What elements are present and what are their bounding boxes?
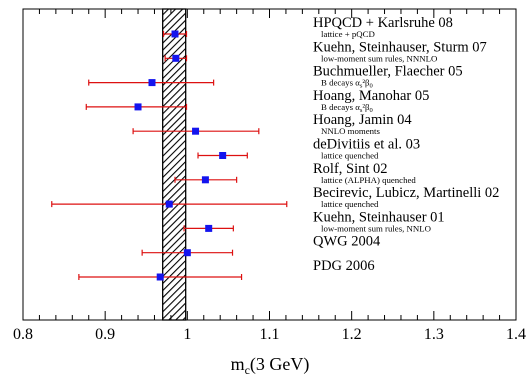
measurement-7: [51, 200, 288, 208]
measurement-1: [164, 54, 188, 62]
measurement-label: Rolf, Sint 02: [313, 161, 388, 177]
data-point-marker: [192, 127, 200, 135]
measurement-label: Kuehn, Steinhauser, Sturm 07: [313, 39, 487, 55]
data-point-marker: [183, 249, 191, 257]
measurement-10: [78, 273, 243, 281]
measurement-note: NNLO moments: [321, 126, 380, 136]
x-axis-label-main: m: [231, 354, 245, 374]
data-point-marker: [148, 79, 156, 87]
measurement-note: lattice (ALPHA) quenched: [321, 175, 416, 185]
x-tick-label: 1: [183, 326, 191, 343]
measurement-6: [174, 176, 238, 184]
measurement-note: low-moment sum rules, NNLO: [321, 223, 431, 233]
measurement-label: Buchmueller, Flaecher 05: [313, 64, 463, 80]
average-band: [162, 8, 187, 321]
x-tick-label: 1.4: [506, 326, 526, 343]
x-axis-label-rest: (3 GeV): [250, 354, 309, 375]
x-axis-label: mc(3 GeV): [231, 354, 310, 377]
measurement-label: Hoang, Jamin 04: [313, 112, 412, 128]
measurement-label: HPQCD + Karlsruhe 08: [313, 15, 453, 31]
data-point-marker: [171, 30, 179, 38]
measurement-8: [183, 224, 234, 232]
measurement-5: [197, 152, 248, 159]
measurement-4: [132, 127, 260, 135]
measurement-label: deDivitiis et al. 03: [313, 137, 420, 153]
measurement-0: [162, 30, 188, 38]
data-point-marker: [172, 54, 180, 62]
x-tick-label: 1.3: [424, 326, 444, 343]
measurement-label: QWG 2004: [313, 234, 381, 250]
data-point-marker: [201, 176, 209, 184]
measurement-note: low-moment sum rules, NNNLO: [321, 53, 437, 63]
x-tick-label: 1.2: [342, 326, 362, 343]
measurement-note: B decays αs²β0: [321, 102, 373, 114]
plot-frame: [22, 8, 517, 321]
measurement-label: Kuehn, Steinhauser 01: [313, 209, 445, 225]
x-tick-label: 1.1: [260, 326, 280, 343]
x-tick-label: 0.8: [13, 326, 33, 343]
measurement-2: [88, 79, 215, 87]
data-point-marker: [156, 273, 164, 281]
measurement-9: [141, 249, 234, 257]
measurement-note: lattice quenched: [321, 151, 379, 161]
measurement-label: Becirevic, Lubicz, Martinelli 02: [313, 185, 499, 201]
measurement-3: [85, 103, 188, 111]
measurement-note: lattice + pQCD: [321, 29, 375, 39]
data-point-marker: [205, 224, 213, 232]
measurement-note: B decays αs²β0: [321, 78, 373, 90]
data-point-marker: [134, 103, 142, 111]
measurement-label: PDG 2006: [313, 258, 375, 274]
x-axis-label-subscript: c: [245, 363, 250, 377]
measurement-label: Hoang, Manohar 05: [313, 88, 429, 104]
x-tick-label: 0.9: [95, 326, 115, 343]
data-point-marker: [219, 152, 227, 159]
data-point-marker: [165, 200, 173, 208]
measurement-note: lattice quenched: [321, 199, 379, 209]
